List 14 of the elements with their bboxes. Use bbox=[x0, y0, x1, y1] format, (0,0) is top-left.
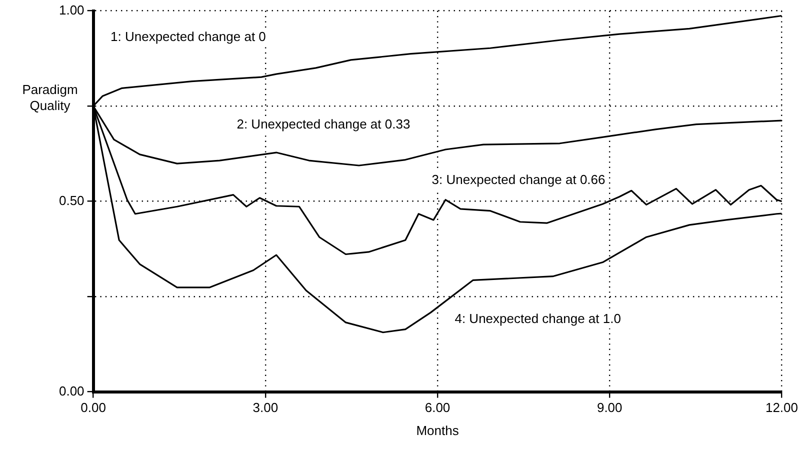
text: 2: Unexpected change at 0.33 bbox=[236, 116, 410, 132]
text: 1: Unexpected change at 0 bbox=[110, 29, 266, 44]
x-tick-label: 6.00 bbox=[424, 400, 450, 416]
x-tick-label: 9.00 bbox=[596, 400, 622, 416]
series-label: 4: Unexpected change at 1.0 bbox=[454, 310, 621, 326]
y-tick-label: 1.00 bbox=[58, 2, 84, 18]
y-tick-label: 0.00 bbox=[58, 383, 84, 398]
x-tick-label: 3.00 bbox=[252, 400, 278, 416]
series-label: 3: Unexpected change at 0.66 bbox=[432, 172, 606, 187]
x-axis-title: Months bbox=[416, 422, 460, 438]
y-axis-title: Paradigm Quality bbox=[22, 82, 78, 114]
x-tick-label: 12.00 bbox=[765, 400, 798, 416]
x-tick-label: 0.00 bbox=[80, 400, 106, 416]
y-tick-label: 0.50 bbox=[58, 192, 84, 208]
